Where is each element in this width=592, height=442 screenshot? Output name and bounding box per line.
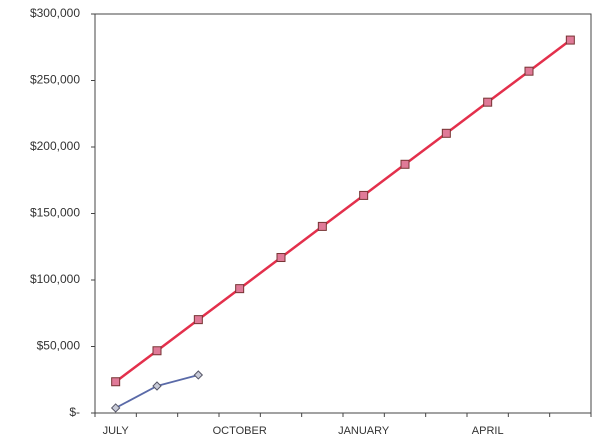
series-line xyxy=(115,374,199,409)
marker xyxy=(152,346,162,356)
marker xyxy=(317,221,327,231)
x-tick-label: OCTOBER xyxy=(213,425,267,437)
marker xyxy=(483,97,493,107)
y-tick-label: $150,000 xyxy=(30,206,80,220)
y-tick-label: $100,000 xyxy=(30,272,80,286)
x-tick-label: JANUARY xyxy=(338,425,390,437)
y-tick-label: $200,000 xyxy=(30,139,80,153)
marker xyxy=(400,159,410,169)
marker xyxy=(276,253,286,263)
y-tick-label: $250,000 xyxy=(30,73,80,87)
marker xyxy=(193,370,204,380)
y-tick-label: $300,000 xyxy=(30,6,80,20)
marker xyxy=(565,35,575,45)
x-tick-label: JULY xyxy=(103,425,130,437)
marker xyxy=(110,403,121,413)
marker xyxy=(193,315,203,325)
marker xyxy=(111,377,121,387)
y-tick-label: $- xyxy=(69,405,80,419)
marker xyxy=(152,381,162,391)
marker xyxy=(235,284,245,294)
marker xyxy=(359,190,369,200)
plot-frame xyxy=(94,13,592,414)
series-line xyxy=(114,39,572,383)
marker xyxy=(524,66,534,76)
y-tick-label: $50,000 xyxy=(37,339,81,353)
marker xyxy=(441,128,451,138)
x-tick-label: APRIL xyxy=(472,425,504,437)
